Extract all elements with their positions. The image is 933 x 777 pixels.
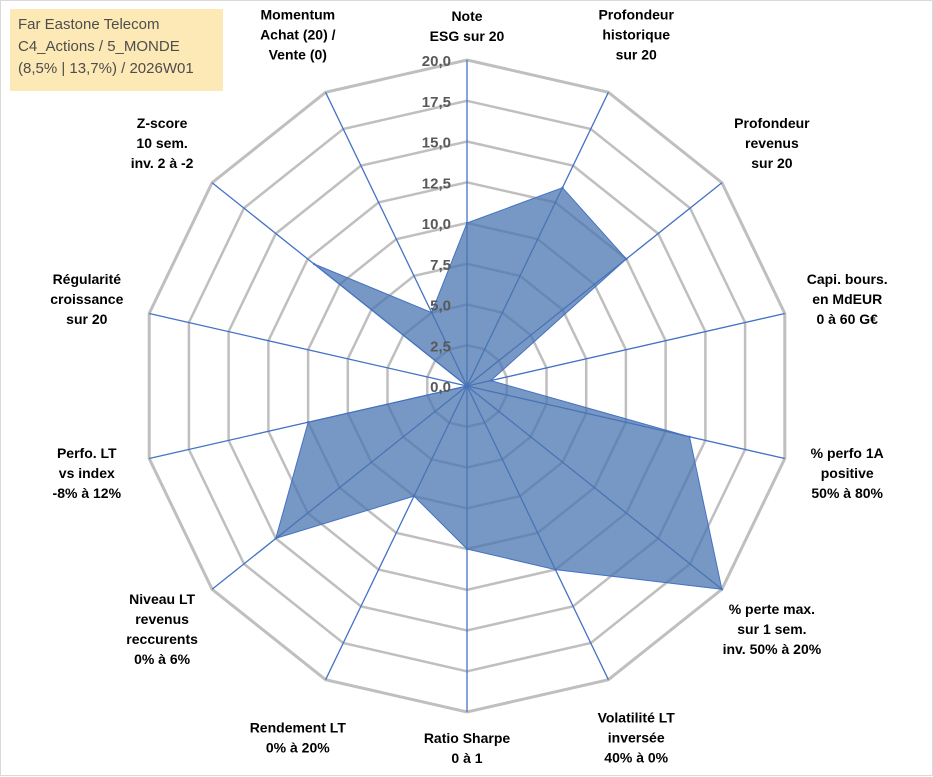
radar-series (274, 186, 724, 591)
axis-label-line: vs index (59, 465, 115, 481)
axis-label-line: ESG sur 20 (430, 28, 505, 44)
axis-label-line: Ratio Sharpe (424, 730, 511, 746)
axis-label-line: 0% à 20% (266, 739, 330, 755)
axis-label-line: Achat (20) / (260, 27, 336, 43)
axis-label-line: Régularité (53, 271, 122, 287)
tick-label: 7,5 (430, 257, 451, 274)
axis-label: Note ESG sur 20 (430, 8, 505, 44)
series-area (275, 187, 723, 590)
axis-label-line: historique (602, 27, 670, 43)
axis-label-line: en MdEUR (812, 291, 882, 307)
axis-label: Z-score 10 sem. inv. 2 à -2 (131, 115, 194, 171)
axis-label-line: Z-score (137, 115, 188, 131)
axis-label: Niveau LT revenus reccurents 0% à 6% (126, 591, 198, 667)
axis-label-line: Capi. bours. (807, 271, 888, 287)
radar-axis-labels: Note ESG sur 20 Profondeur historique sur 20… (50, 7, 887, 766)
axis-label-line: 0% à 6% (134, 651, 191, 667)
axis-label-line: sur 20 (751, 155, 792, 171)
data-point (720, 588, 724, 591)
radar-tick-labels: 0,0 2,5 5,0 7,5 10,0 12,5 15,0 17,5 20,0 (422, 53, 451, 396)
chart-title-line-2: C4_Actions / 5_MONDE (18, 38, 180, 55)
axis-label: Rendement LT 0% à 20% (250, 719, 347, 755)
chart-title-line-1: Far Eastone Telecom (18, 16, 160, 33)
axis-label-line: inv. 50% à 20% (723, 641, 822, 657)
axis-label-line: inv. 2 à -2 (131, 155, 194, 171)
axis-label-line: Rendement LT (250, 719, 347, 735)
axis-label-line: Momentum (260, 7, 335, 23)
axis-label: Capi. bours. en MdEUR 0 à 60 G€ (807, 271, 888, 327)
tick-label: 12,5 (422, 175, 451, 192)
tick-label: 5,0 (430, 298, 451, 315)
axis-label-line: % perfo 1A (811, 445, 884, 461)
axis-spoke (149, 312, 468, 387)
axis-label: Perfo. LT vs index -8% à 12% (53, 445, 122, 501)
axis-label-line: 10 sem. (136, 135, 187, 151)
axis-label-line: croissance (50, 291, 123, 307)
axis-label-line: sur 20 (66, 311, 107, 327)
axis-label-line: Profondeur (734, 115, 810, 131)
axis-label-line: 50% à 80% (811, 485, 883, 501)
axis-label-line: reccurents (126, 631, 198, 647)
tick-label: 0,0 (430, 379, 451, 396)
axis-label-line: Profondeur (598, 7, 674, 23)
data-point (465, 221, 469, 225)
data-point (274, 537, 277, 540)
tick-label: 17,5 (422, 94, 451, 111)
axis-label: Régularité croissance sur 20 (50, 271, 123, 327)
tick-label: 15,0 (422, 135, 451, 152)
axis-label-line: inversée (608, 729, 665, 745)
data-point (465, 384, 469, 388)
axis-label-line: sur 1 sem. (737, 621, 806, 637)
axis-label: % perte max. sur 1 sem. inv. 50% à 20% (723, 601, 822, 657)
axis-label: Profondeur revenus sur 20 (734, 115, 810, 171)
axis-label-line: 0 à 60 G€ (816, 311, 878, 327)
axis-label-line: 40% à 0% (604, 749, 668, 765)
axis-label-line: -8% à 12% (53, 485, 122, 501)
axis-label: Profondeur historique sur 20 (598, 7, 674, 63)
axis-label-line: Niveau LT (129, 591, 195, 607)
axis-label: Volatilité LT inversée 40% à 0% (598, 709, 676, 765)
axis-label-line: Volatilité LT (598, 709, 676, 725)
tick-label: 10,0 (422, 216, 451, 233)
data-point (688, 435, 691, 438)
axis-label: Momentum Achat (20) / Vente (0) (260, 7, 336, 63)
data-point (561, 186, 564, 189)
data-point (625, 257, 628, 261)
axis-label-line: 0 à 1 (451, 750, 482, 766)
data-point (312, 262, 316, 266)
chart-title-box: Far Eastone Telecom C4_Actions / 5_MONDE… (10, 9, 223, 91)
tick-label: 20,0 (422, 53, 451, 70)
axis-label: % perfo 1A positive 50% à 80% (811, 445, 884, 501)
axis-label: Ratio Sharpe 0 à 1 (424, 730, 511, 766)
axis-label-line: revenus (135, 611, 189, 627)
tick-label: 2,5 (430, 338, 451, 355)
data-point (554, 568, 557, 571)
axis-label-line: Perfo. LT (57, 445, 117, 461)
data-point (489, 379, 492, 382)
axis-spoke (466, 312, 785, 387)
data-point (306, 421, 310, 424)
axis-label-line: sur 20 (616, 47, 657, 63)
data-point (465, 547, 469, 551)
chart-title-line-3: (8,5% | 13,7%) / 2026W01 (18, 60, 194, 77)
data-point (412, 494, 416, 498)
axis-label-line: revenus (745, 135, 799, 151)
data-point (430, 311, 433, 314)
axis-label-line: % perte max. (729, 601, 815, 617)
axis-label-line: Note (451, 8, 482, 24)
axis-label-line: Vente (0) (269, 47, 327, 63)
axis-label-line: positive (821, 465, 874, 481)
